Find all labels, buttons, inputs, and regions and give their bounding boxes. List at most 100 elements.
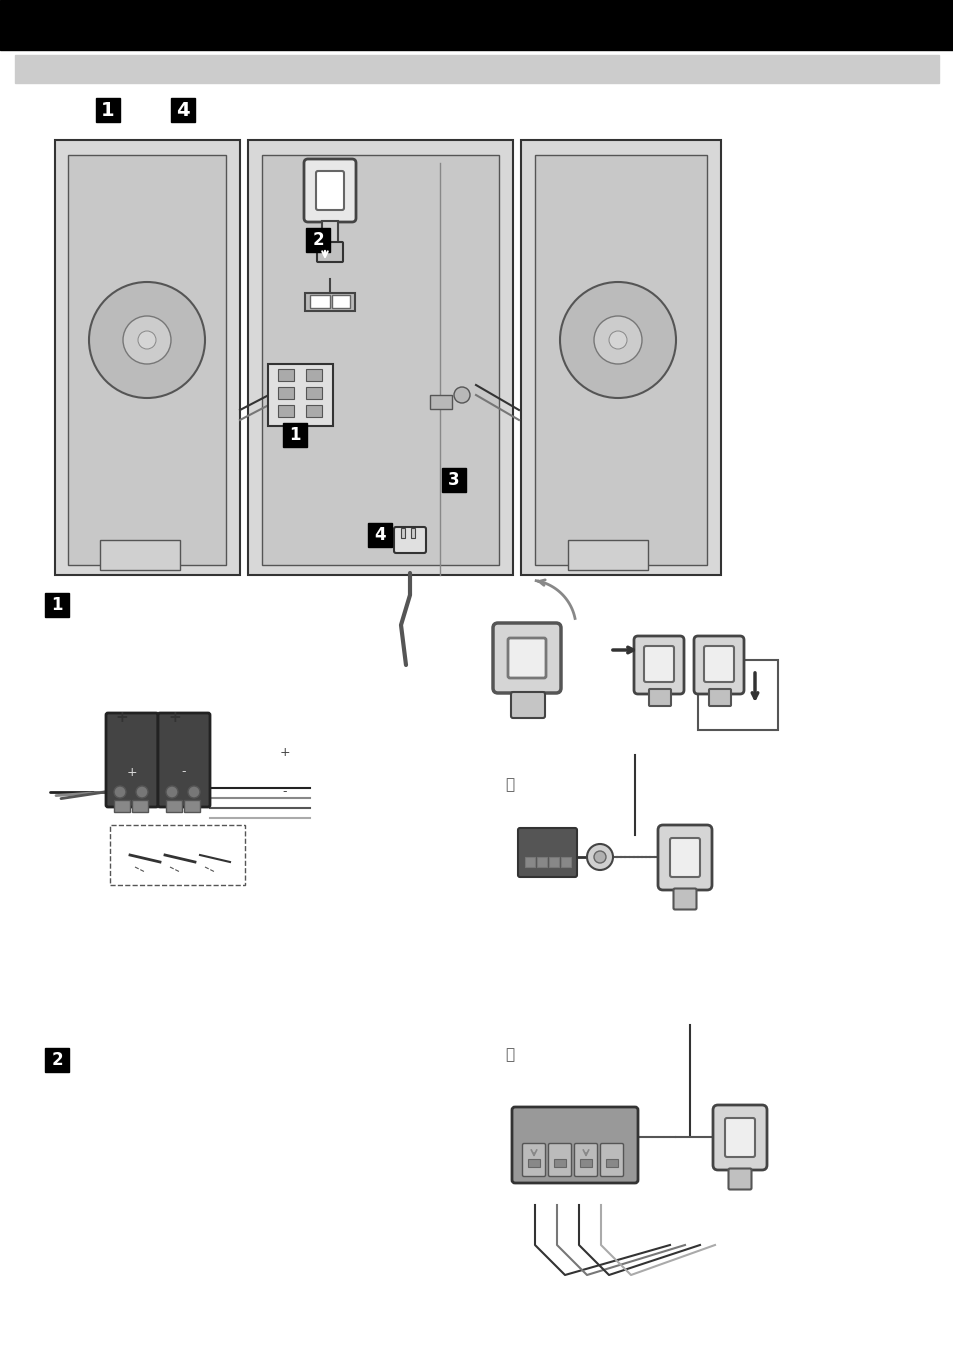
- Text: Ⓑ: Ⓑ: [505, 1048, 514, 1063]
- Text: 2: 2: [312, 231, 323, 249]
- Text: +: +: [279, 745, 290, 758]
- Circle shape: [166, 786, 178, 798]
- FancyBboxPatch shape: [394, 527, 426, 553]
- Circle shape: [113, 786, 126, 798]
- Circle shape: [594, 316, 641, 364]
- FancyBboxPatch shape: [512, 1107, 638, 1183]
- Bar: [698, 660, 778, 730]
- Bar: [306, 369, 322, 381]
- Bar: [96, 97, 120, 122]
- Bar: [430, 395, 452, 410]
- Bar: [554, 1159, 565, 1167]
- Bar: [305, 293, 355, 311]
- Bar: [605, 1159, 618, 1167]
- Bar: [248, 141, 513, 575]
- Text: +: +: [169, 711, 181, 726]
- FancyBboxPatch shape: [708, 690, 730, 706]
- Circle shape: [454, 387, 470, 403]
- Bar: [171, 97, 194, 122]
- FancyBboxPatch shape: [106, 713, 158, 807]
- FancyBboxPatch shape: [315, 170, 344, 210]
- Circle shape: [138, 331, 156, 349]
- FancyBboxPatch shape: [304, 160, 355, 222]
- Circle shape: [89, 283, 205, 397]
- Bar: [524, 857, 535, 867]
- Bar: [45, 594, 69, 617]
- Bar: [55, 141, 240, 575]
- Text: +: +: [127, 765, 137, 779]
- Text: 1: 1: [51, 596, 63, 614]
- Circle shape: [123, 316, 171, 364]
- Bar: [527, 1159, 539, 1167]
- FancyBboxPatch shape: [643, 646, 673, 681]
- Bar: [520, 141, 720, 575]
- Text: 2: 2: [51, 1051, 63, 1069]
- Bar: [310, 295, 330, 308]
- Bar: [306, 387, 322, 399]
- Bar: [537, 857, 546, 867]
- Circle shape: [594, 850, 605, 863]
- FancyBboxPatch shape: [522, 1144, 545, 1176]
- Text: 1: 1: [101, 100, 114, 119]
- Bar: [0, 0, 953, 50]
- Bar: [332, 295, 350, 308]
- Text: 3: 3: [448, 470, 459, 489]
- Circle shape: [188, 786, 200, 798]
- Bar: [306, 406, 322, 416]
- Circle shape: [608, 331, 626, 349]
- Text: +: +: [115, 711, 129, 726]
- Bar: [268, 364, 333, 426]
- FancyBboxPatch shape: [574, 1144, 597, 1176]
- Text: 4: 4: [176, 100, 190, 119]
- Bar: [560, 857, 571, 867]
- Bar: [400, 529, 405, 538]
- Bar: [567, 539, 647, 571]
- FancyBboxPatch shape: [669, 838, 700, 877]
- FancyBboxPatch shape: [703, 646, 733, 681]
- Bar: [110, 825, 245, 886]
- Bar: [68, 155, 226, 565]
- Bar: [45, 1048, 69, 1072]
- Bar: [113, 800, 130, 813]
- FancyBboxPatch shape: [648, 690, 670, 706]
- FancyBboxPatch shape: [728, 1168, 751, 1190]
- Bar: [322, 220, 337, 243]
- Bar: [100, 539, 180, 571]
- FancyBboxPatch shape: [316, 242, 343, 262]
- FancyBboxPatch shape: [493, 623, 560, 694]
- FancyBboxPatch shape: [634, 635, 683, 694]
- FancyBboxPatch shape: [693, 635, 743, 694]
- Text: 4: 4: [374, 526, 385, 544]
- FancyBboxPatch shape: [599, 1144, 623, 1176]
- FancyBboxPatch shape: [673, 888, 696, 910]
- Bar: [277, 406, 294, 416]
- Text: -: -: [282, 786, 287, 799]
- Bar: [15, 55, 938, 82]
- FancyBboxPatch shape: [712, 1105, 766, 1169]
- Text: 1: 1: [289, 426, 300, 443]
- Bar: [283, 423, 307, 448]
- Circle shape: [136, 786, 148, 798]
- Bar: [277, 387, 294, 399]
- Text: -: -: [90, 786, 94, 799]
- Text: Ⓐ: Ⓐ: [505, 777, 514, 792]
- Bar: [411, 529, 415, 538]
- Text: -: -: [182, 765, 186, 779]
- FancyBboxPatch shape: [548, 1144, 571, 1176]
- FancyBboxPatch shape: [158, 713, 210, 807]
- FancyBboxPatch shape: [658, 825, 711, 890]
- FancyBboxPatch shape: [511, 692, 544, 718]
- Bar: [306, 228, 330, 251]
- Bar: [262, 155, 498, 565]
- Bar: [535, 155, 706, 565]
- FancyBboxPatch shape: [724, 1118, 754, 1157]
- FancyBboxPatch shape: [517, 827, 577, 877]
- FancyBboxPatch shape: [507, 638, 545, 677]
- Bar: [166, 800, 182, 813]
- Circle shape: [586, 844, 613, 869]
- Circle shape: [559, 283, 676, 397]
- Bar: [132, 800, 148, 813]
- Bar: [579, 1159, 592, 1167]
- Bar: [368, 523, 392, 548]
- Bar: [184, 800, 200, 813]
